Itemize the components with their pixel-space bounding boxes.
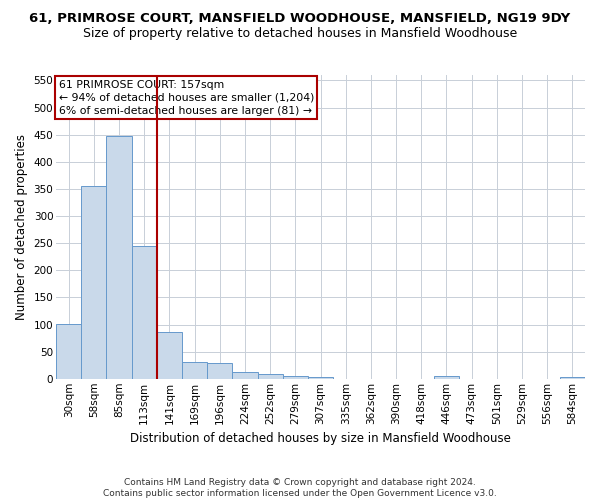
Bar: [56, 324, 81, 379]
Bar: [434, 376, 459, 379]
Y-axis label: Number of detached properties: Number of detached properties: [15, 134, 28, 320]
Bar: [232, 372, 257, 379]
Bar: [157, 332, 182, 379]
Bar: [207, 363, 232, 379]
Bar: [131, 246, 157, 379]
Text: 61 PRIMROSE COURT: 157sqm
← 94% of detached houses are smaller (1,204)
6% of sem: 61 PRIMROSE COURT: 157sqm ← 94% of detac…: [59, 80, 314, 116]
Bar: [257, 374, 283, 379]
Bar: [308, 376, 333, 379]
Text: 61, PRIMROSE COURT, MANSFIELD WOODHOUSE, MANSFIELD, NG19 9DY: 61, PRIMROSE COURT, MANSFIELD WOODHOUSE,…: [29, 12, 571, 26]
Text: Size of property relative to detached houses in Mansfield Woodhouse: Size of property relative to detached ho…: [83, 28, 517, 40]
Bar: [182, 362, 207, 379]
Bar: [560, 376, 585, 379]
Bar: [106, 136, 131, 379]
Bar: [81, 186, 106, 379]
Bar: [283, 376, 308, 379]
Text: Contains HM Land Registry data © Crown copyright and database right 2024.
Contai: Contains HM Land Registry data © Crown c…: [103, 478, 497, 498]
X-axis label: Distribution of detached houses by size in Mansfield Woodhouse: Distribution of detached houses by size …: [130, 432, 511, 445]
